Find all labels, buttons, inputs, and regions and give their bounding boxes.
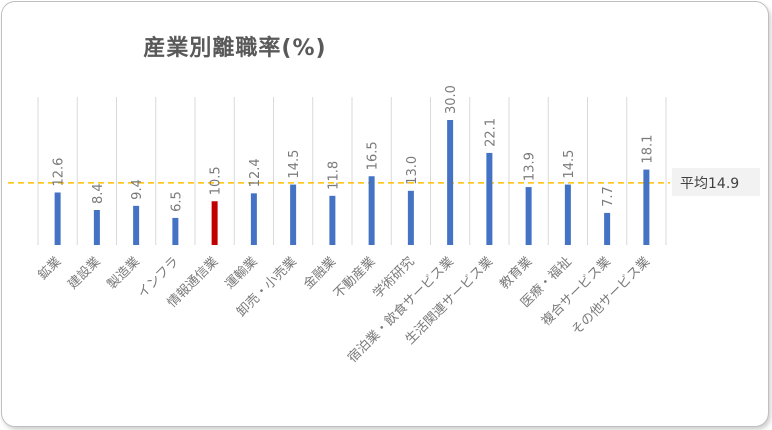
data-label-10: 13.0 (405, 156, 420, 185)
bar-6 (250, 193, 257, 245)
bar-16 (643, 169, 650, 245)
bar-7 (290, 184, 297, 245)
bar-5 (211, 201, 218, 245)
data-label-9: 16.5 (366, 141, 381, 170)
category-label-6: 運輸業 (222, 254, 261, 293)
bar-1 (54, 192, 61, 245)
category-label-2: 建設業 (65, 254, 104, 293)
data-label-8: 11.8 (326, 161, 341, 190)
average-label: 平均14.9 (680, 176, 739, 192)
bar-11 (447, 120, 454, 245)
bar-8 (329, 195, 336, 245)
data-label-12: 22.1 (483, 118, 498, 147)
data-label-1: 12.6 (52, 158, 67, 187)
bar-10 (407, 190, 414, 245)
category-label-15: 複合サービス業 (538, 254, 614, 330)
bar-13 (525, 187, 532, 245)
category-label-9: 不動産業 (330, 254, 378, 302)
data-label-5: 10.5 (209, 166, 224, 195)
data-label-13: 13.9 (523, 152, 538, 181)
data-label-15: 7.7 (601, 186, 616, 207)
bar-4 (172, 217, 179, 245)
category-label-3: 製造業 (104, 254, 143, 293)
data-label-14: 14.5 (562, 150, 577, 179)
data-label-2: 8.4 (91, 183, 106, 204)
bar-15 (604, 212, 611, 245)
data-label-4: 6.5 (169, 191, 184, 212)
category-label-13: 教育業 (497, 254, 536, 293)
data-label-11: 30.0 (444, 85, 459, 114)
data-label-16: 18.1 (640, 135, 655, 164)
category-label-8: 金融業 (300, 254, 339, 293)
bar-9 (368, 176, 375, 245)
bar-2 (93, 210, 100, 245)
data-label-7: 14.5 (287, 150, 302, 179)
data-label-6: 12.4 (248, 158, 263, 187)
bar-3 (133, 205, 140, 245)
bar-14 (564, 184, 571, 245)
chart-title: 産業別離職率(%) (143, 36, 327, 61)
average-label-box (672, 167, 760, 196)
category-label-1: 鉱業 (35, 254, 65, 284)
data-label-3: 9.4 (130, 179, 145, 200)
bar-12 (486, 152, 493, 245)
